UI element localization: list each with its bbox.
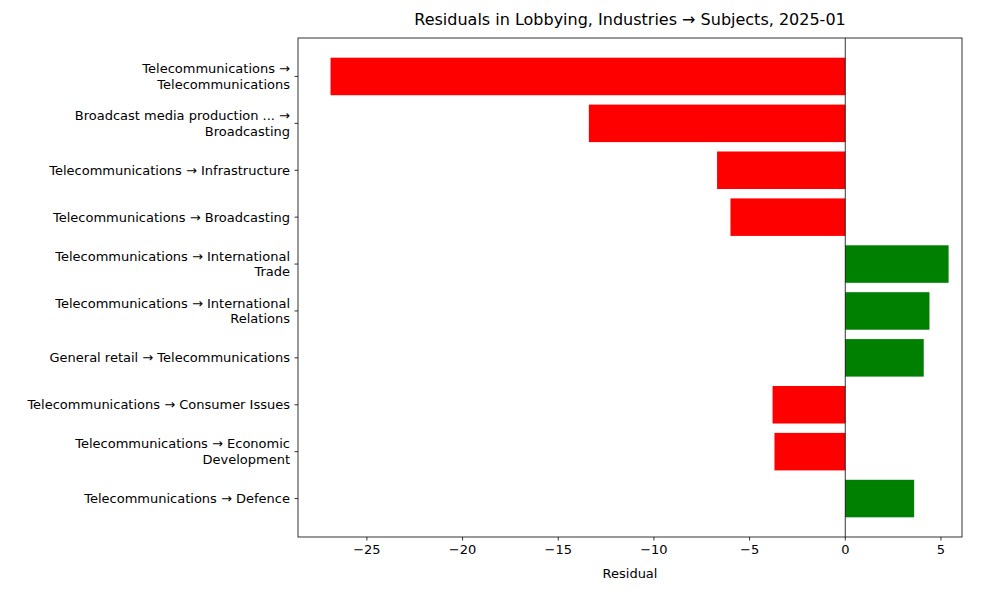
y-tick-label: Telecommunications → Defence (83, 491, 290, 506)
axes-frame (298, 38, 962, 537)
x-tick-label: −10 (640, 542, 667, 557)
bar (774, 433, 845, 471)
x-tick-label: −20 (449, 542, 476, 557)
x-tick (940, 537, 941, 541)
bar (730, 198, 845, 236)
y-tick (295, 264, 299, 265)
zero-line (845, 38, 846, 537)
y-tick-label: Telecommunications → InternationalTrade (54, 249, 290, 280)
y-tick (295, 498, 299, 499)
x-tick (462, 537, 463, 541)
x-tick-label: −5 (740, 542, 759, 557)
bar (773, 386, 846, 424)
x-axis-label: Residual (603, 566, 658, 581)
x-tick (366, 537, 367, 541)
y-tick-label: Telecommunications → InternationalRelati… (54, 296, 290, 327)
y-tick (295, 451, 299, 452)
y-tick (295, 310, 299, 311)
bar (331, 58, 846, 96)
y-tick (295, 170, 299, 171)
y-tick-label: Telecommunications → Consumer Issues (26, 397, 290, 412)
y-tick-label: Telecommunications → Infrastructure (48, 163, 290, 178)
bar (845, 480, 914, 518)
title: Residuals in Lobbying, Industries → Subj… (414, 10, 846, 29)
x-tick (845, 537, 846, 541)
y-tick-label: Broadcast media production ... →Broadcas… (75, 108, 290, 139)
y-tick (295, 76, 299, 77)
x-tick (558, 537, 559, 541)
x-tick (653, 537, 654, 541)
x-tick-label: −25 (353, 542, 380, 557)
bars (331, 38, 949, 537)
y-tick (295, 404, 299, 405)
x-tick-label: 0 (841, 542, 849, 557)
x-tick (749, 537, 750, 541)
y-tick-label: Telecommunications → EconomicDevelopment (74, 436, 290, 467)
y-tick-label: Telecommunications → Broadcasting (52, 210, 290, 225)
background (0, 0, 989, 590)
y-tick-label: General retail → Telecommunications (49, 350, 290, 365)
y-tick-label: Telecommunications →Telecommunications (141, 61, 290, 92)
y-tick (295, 357, 299, 358)
bar (845, 339, 923, 377)
bar (845, 292, 929, 330)
x-tick-label: −15 (545, 542, 572, 557)
chart: −25 −20 −15 −10 −5 0 5 Telecommunications →Tele… (0, 0, 989, 590)
bar (845, 245, 948, 283)
y-tick (295, 217, 299, 218)
bar (589, 105, 845, 143)
bar (717, 151, 845, 189)
x-tick-label: 5 (937, 542, 945, 557)
y-tick (295, 123, 299, 124)
